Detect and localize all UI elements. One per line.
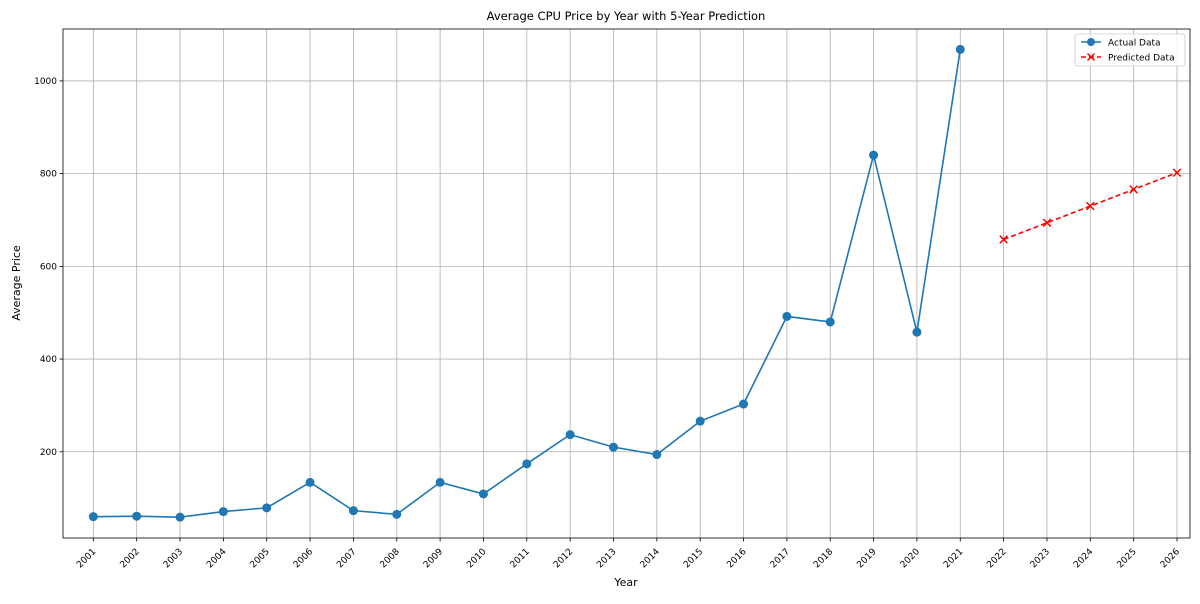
x-tick-label: 2016 [725, 547, 748, 570]
legend-item-actual: Actual Data [1081, 38, 1161, 49]
x-tick-label: 2021 [942, 547, 965, 570]
x-tick-label: 2019 [855, 547, 878, 570]
legend-label-predicted: Predicted Data [1108, 54, 1175, 64]
x-tick-label: 2020 [899, 547, 922, 570]
data-point-actual [825, 317, 835, 327]
data-point-predicted [1172, 168, 1182, 178]
x-tick-label: 2023 [1029, 547, 1052, 570]
data-point-actual [132, 511, 142, 521]
data-point-actual [218, 507, 228, 517]
y-tick-label: 800 [40, 170, 57, 180]
data-point-actual [652, 450, 662, 460]
x-tick-label: 2007 [335, 547, 358, 570]
x-tick-label: 2006 [292, 547, 315, 570]
data-point-predicted [1085, 201, 1095, 211]
data-point-actual [782, 311, 792, 321]
x-tick-label: 2005 [249, 547, 272, 570]
x-tick-label: 2010 [465, 547, 488, 570]
x-tick-label: 2014 [639, 547, 662, 570]
x-tick-label: 2026 [1159, 547, 1182, 570]
legend-marker-predicted [1086, 52, 1096, 62]
data-point-actual [305, 477, 315, 487]
chart-title: Average CPU Price by Year with 5-Year Pr… [487, 9, 766, 23]
legend: Actual Data Predicted Data [1074, 33, 1186, 67]
data-point-actual [435, 477, 445, 487]
data-point-predicted [1042, 218, 1052, 228]
data-point-actual [348, 506, 358, 516]
legend-item-predicted: Predicted Data [1081, 52, 1175, 64]
x-tick-label: 2022 [985, 547, 1008, 570]
y-tick-label: 200 [40, 448, 57, 458]
x-tick-label: 2003 [162, 547, 185, 570]
series-group [88, 44, 1182, 522]
x-tick-label: 2024 [1072, 547, 1095, 570]
data-point-actual [695, 416, 705, 426]
data-point-actual [392, 509, 402, 519]
data-point-actual [88, 512, 98, 522]
data-point-actual [522, 459, 532, 469]
x-tick-label: 2001 [75, 547, 98, 570]
x-tick-label: 2004 [205, 547, 228, 570]
y-tick-label: 1000 [34, 77, 57, 87]
data-point-actual [955, 44, 965, 54]
x-tick-label: 2017 [769, 547, 792, 570]
data-point-actual [869, 150, 879, 160]
data-point-actual [739, 399, 749, 409]
data-point-actual [565, 430, 575, 440]
legend-label-actual: Actual Data [1108, 39, 1161, 49]
data-point-actual [478, 489, 488, 499]
x-tick-label: 2009 [422, 547, 445, 570]
x-tick-label: 2011 [509, 547, 532, 570]
y-tick-label: 400 [40, 355, 57, 365]
data-point-actual [175, 512, 185, 522]
y-axis-label: Average Price [10, 245, 23, 321]
plot-area [62, 28, 1191, 539]
x-tick-label: 2012 [552, 547, 575, 570]
legend-box [1074, 33, 1186, 67]
x-axis-label: Year [613, 576, 638, 589]
data-point-actual [262, 503, 272, 513]
grid [63, 29, 1190, 538]
data-point-actual [912, 327, 922, 337]
x-tick-label: 2018 [812, 547, 835, 570]
x-tick-label: 2013 [595, 547, 618, 570]
axis-ticks: 2001 2002 2003 2004 2005 2006 2007 2008 2009 2010… [34, 77, 1182, 570]
legend-marker-actual [1087, 38, 1095, 46]
x-tick-label: 2008 [379, 547, 402, 570]
data-point-actual [608, 442, 618, 452]
x-tick-label: 2015 [682, 547, 705, 570]
data-point-predicted [999, 235, 1008, 244]
x-tick-label: 2025 [1116, 547, 1139, 570]
y-tick-label: 600 [40, 262, 57, 272]
data-point-predicted [1129, 185, 1138, 194]
x-tick-label: 2002 [119, 547, 142, 570]
